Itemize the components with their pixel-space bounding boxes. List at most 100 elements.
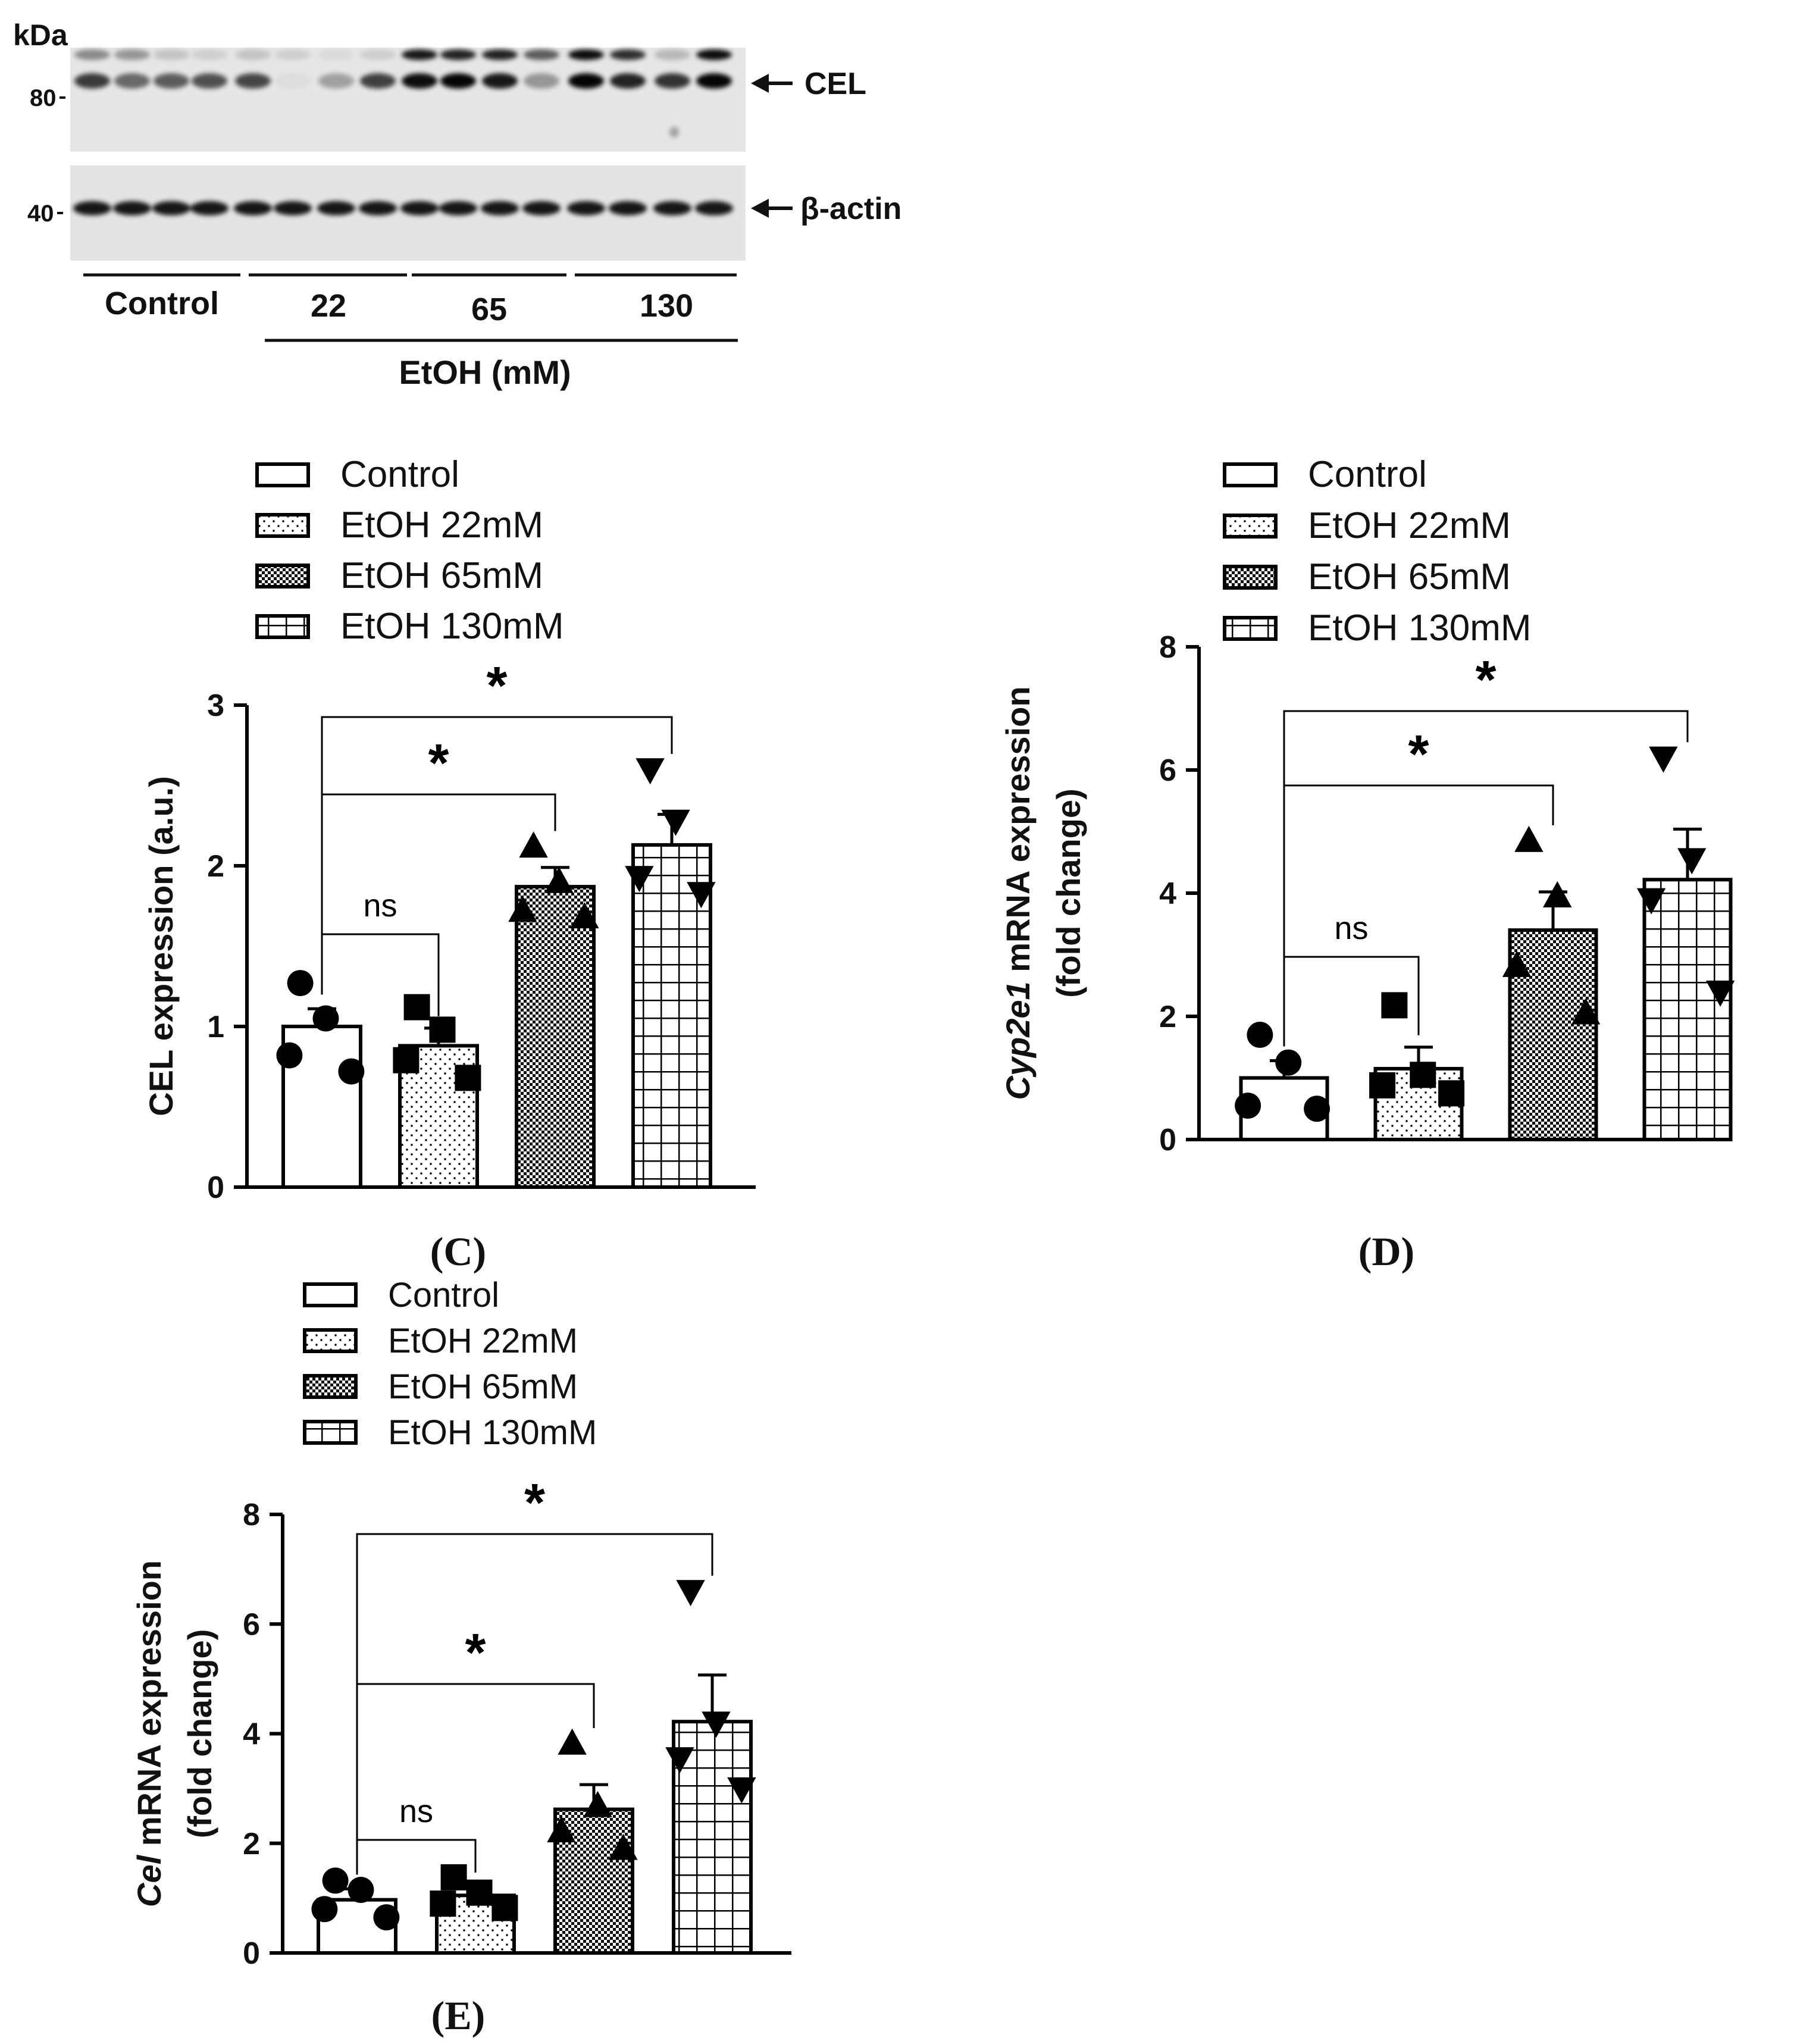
y-tick-label: 1 bbox=[207, 1010, 224, 1044]
significance-ns: ns bbox=[399, 1793, 433, 1829]
significance-bracket bbox=[356, 1533, 713, 1875]
data-point-circle bbox=[311, 1896, 338, 1923]
y-tick-label: 0 bbox=[207, 1170, 224, 1205]
legend-swatch bbox=[255, 614, 310, 639]
data-point-triangle-up bbox=[570, 902, 599, 929]
cel-upper-band bbox=[482, 49, 518, 60]
actin-band bbox=[653, 201, 691, 215]
cel-band bbox=[114, 73, 150, 89]
panel-e: Control EtOH 22mM EtOH 65mM EtOH 130mM 0 2 4 6 8… bbox=[130, 1276, 791, 2038]
cel-band bbox=[568, 73, 604, 89]
data-point-triangle-up bbox=[1571, 998, 1601, 1025]
actin-band bbox=[481, 201, 519, 215]
cel-band bbox=[524, 73, 559, 89]
cel-bands bbox=[74, 49, 732, 137]
group-label-65: 65 bbox=[471, 292, 507, 327]
data-point-circle bbox=[1235, 1093, 1261, 1119]
cel-upper-band bbox=[235, 49, 271, 60]
actin-band bbox=[317, 201, 355, 215]
y-tick-label: 6 bbox=[243, 1607, 260, 1642]
significance-bracket bbox=[321, 716, 673, 995]
cel-upper-band bbox=[440, 49, 476, 60]
legend-swatch bbox=[303, 1282, 358, 1307]
y-axis-label-line2: (fold change) bbox=[181, 1629, 218, 1839]
panel-c: Control EtOH 22mM EtOH 65mM EtOH 130mM 0 1 2 3 n… bbox=[142, 454, 756, 1274]
y-tick-label: 8 bbox=[1159, 630, 1176, 665]
cel-upper-band bbox=[154, 49, 189, 60]
cel-band bbox=[655, 73, 690, 89]
actin-band bbox=[113, 201, 151, 215]
significance-star: * bbox=[428, 734, 449, 793]
data-point-triangle-down bbox=[625, 866, 654, 893]
y-tick-label: 4 bbox=[1159, 877, 1176, 911]
legend-label: Control bbox=[340, 454, 459, 495]
group-label-control: Control bbox=[105, 286, 219, 321]
data-point-circle bbox=[322, 1867, 349, 1894]
cel-upper-band bbox=[114, 49, 150, 60]
data-point-square bbox=[1369, 1072, 1396, 1098]
y-tick-label: 8 bbox=[243, 1498, 260, 1532]
marker-40-label: 40 bbox=[27, 201, 54, 227]
bar-etoh-130mm bbox=[631, 843, 712, 1189]
data-point-square bbox=[491, 1895, 518, 1921]
blot-spot bbox=[669, 127, 679, 137]
cel-band bbox=[610, 73, 646, 89]
data-point-circle bbox=[338, 1058, 365, 1085]
data-point-triangle-up bbox=[1543, 881, 1572, 907]
significance-star: * bbox=[1475, 650, 1496, 710]
y-axis-label: Cyp2e1 mRNA expression bbox=[999, 686, 1037, 1100]
y-tick-label: 0 bbox=[243, 1936, 260, 1971]
cel-band bbox=[275, 73, 311, 89]
data-point-square bbox=[403, 994, 430, 1021]
legend-label: EtOH 130mM bbox=[388, 1413, 597, 1452]
actin-band bbox=[567, 201, 605, 215]
data-point-square bbox=[1381, 992, 1408, 1019]
legend-swatch bbox=[1223, 565, 1278, 590]
legend-label: EtOH 130mM bbox=[1308, 608, 1532, 649]
cel-upper-band bbox=[74, 49, 110, 60]
data-point-circle bbox=[1304, 1095, 1330, 1122]
data-point-triangle-down bbox=[702, 1711, 731, 1738]
data-point-square bbox=[455, 1065, 481, 1091]
legend-label: EtOH 22mM bbox=[388, 1322, 578, 1360]
significance-star: * bbox=[1408, 725, 1429, 784]
actin-band bbox=[274, 201, 312, 215]
data-point-triangle-up bbox=[1514, 825, 1544, 852]
data-point-triangle-up bbox=[519, 831, 548, 858]
actin-band bbox=[190, 201, 228, 215]
data-point-triangle-down bbox=[665, 1747, 694, 1774]
cel-upper-band bbox=[696, 49, 732, 60]
data-point-triangle-down bbox=[687, 882, 716, 909]
legend-label: EtOH 65mM bbox=[388, 1367, 578, 1406]
y-tick-label: 2 bbox=[243, 1827, 260, 1861]
cel-band bbox=[318, 73, 354, 89]
western-blot: kDa 80 40 CEL β-actin Control 22 65 130 … bbox=[13, 18, 901, 391]
legend-label: EtOH 22mM bbox=[340, 505, 543, 546]
cel-upper-band bbox=[192, 49, 227, 60]
bar-etoh-130mm bbox=[1642, 878, 1733, 1141]
data-point-square bbox=[1438, 1080, 1465, 1107]
actin-label: β-actin bbox=[800, 192, 901, 226]
y-axis-label-line2: (fold change) bbox=[1050, 788, 1087, 998]
cel-upper-band bbox=[360, 49, 396, 60]
data-point-square bbox=[466, 1879, 493, 1906]
data-point-square bbox=[393, 1047, 419, 1073]
bar-etoh-65mm bbox=[1508, 928, 1598, 1141]
bar-etoh-65mm bbox=[515, 885, 596, 1189]
cel-upper-band bbox=[275, 49, 311, 60]
cel-band bbox=[74, 73, 110, 89]
legend-swatch bbox=[255, 564, 310, 589]
legend-swatch bbox=[255, 462, 310, 487]
data-point-circle bbox=[373, 1904, 400, 1931]
data-point-square bbox=[1410, 1062, 1436, 1088]
cel-upper-band bbox=[318, 49, 354, 60]
panel-label: (D) bbox=[1358, 1229, 1414, 1274]
data-point-triangle-up bbox=[547, 1816, 576, 1843]
actin-band bbox=[73, 201, 111, 215]
y-tick-label: 6 bbox=[1159, 753, 1176, 788]
data-point-triangle-up bbox=[544, 866, 574, 893]
data-point-triangle-up bbox=[508, 896, 537, 922]
significance-star: * bbox=[524, 1473, 545, 1533]
cel-band bbox=[482, 73, 518, 89]
